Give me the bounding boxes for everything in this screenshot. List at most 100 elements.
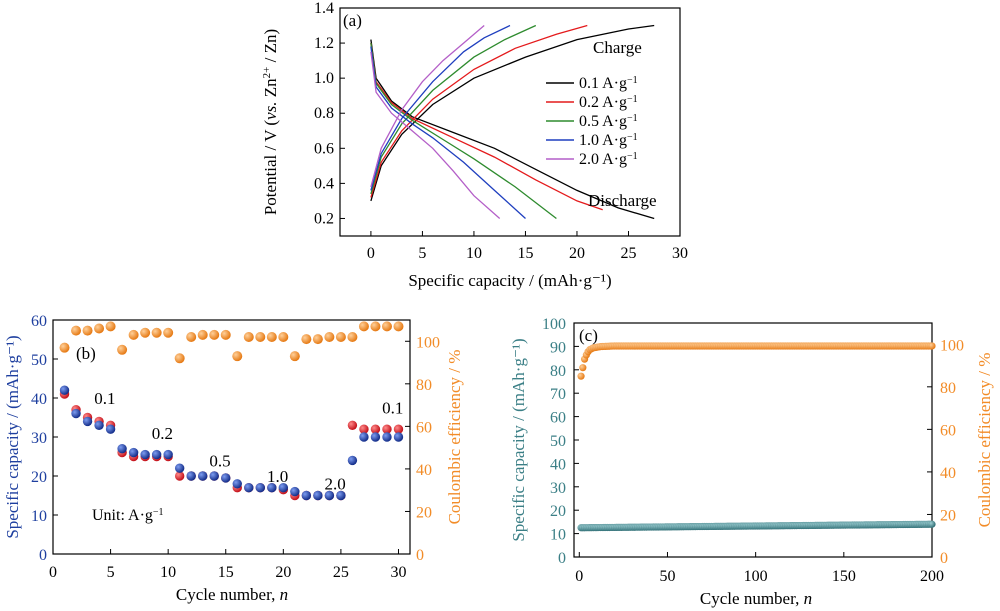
panel-a-y-tick-label: 1.4	[314, 0, 334, 17]
panel-a-y-tick-label: 0.6	[314, 140, 334, 157]
panel-b-rate-label: 0.5	[209, 451, 230, 470]
panel-b-charge-capacity-point	[128, 447, 139, 458]
panel-a-charge-curve-1.0	[370, 24, 511, 191]
panel-b-efficiency-point	[358, 321, 369, 332]
panel-a-x-tick-label: 5	[418, 245, 426, 262]
panel-c-y-right-tick-label: 100	[940, 337, 964, 354]
panel-b-efficiency-point	[347, 332, 358, 343]
panel-a-x-tick-label: 25	[620, 245, 636, 262]
panel-b-efficiency-point	[370, 321, 381, 332]
panel-b-rate-label: 0.2	[152, 424, 173, 443]
panel-b-efficiency-point	[393, 321, 404, 332]
panel-c-y-right-tick-label: 40	[940, 465, 956, 482]
panel-a-x-axis-label: Specific capacity / (mAh·g⁻¹)	[408, 271, 611, 290]
panel-a-y-axis-label: Potential / V (vs. Zn2+ / Zn)	[261, 29, 280, 215]
panel-a-legend-entry: 2.0 A·g−1	[579, 151, 638, 169]
panel-b-charge-capacity-point	[301, 490, 312, 501]
panel-b-rate-labels: 0.1 0.2 0.5 1.0 2.0 0.1	[94, 389, 403, 494]
panel-c-x-tick-label: 0	[575, 568, 583, 585]
panel-c-y-left-tick-label: 10	[550, 527, 566, 544]
panel-c: (c) 0 50 100 150 200010203040506070809010002…	[509, 316, 994, 608]
panel-b-charge-capacity-point	[59, 385, 70, 395]
panel-b-efficiency-point	[59, 342, 70, 353]
panel-c-x-tick-label: 200	[920, 568, 944, 585]
panel-b-charge-capacity-point	[232, 479, 242, 489]
panel-b-x-tick-label: 0	[49, 564, 57, 581]
panel-b-charge-capacity-point	[198, 471, 208, 481]
panel-b-charge-capacity-point	[255, 483, 265, 493]
panel-a-charge-curve-0.1	[370, 24, 655, 202]
panel-b-x-tick-label: 20	[275, 564, 291, 581]
panel-a-x-tick-label: 15	[517, 245, 533, 262]
panel-c-capacity-point	[928, 520, 936, 528]
panel-b-charge-capacity-point	[117, 444, 127, 454]
panel-b-x-tick-label: 30	[390, 564, 406, 581]
panel-b-charge-capacity-point	[163, 449, 173, 460]
panel-b-x-axis-label: Cycle number, n	[176, 585, 288, 604]
panel-c-efficiency-point	[577, 372, 585, 380]
panel-b-efficiency-point	[174, 353, 185, 364]
panel-c-y-axis-label-right: Coulombic efficiency / %	[975, 353, 994, 528]
panel-c-y-right-tick-label: 80	[940, 380, 956, 397]
panel-b-y-left-tick-label: 50	[31, 352, 47, 369]
panel-c-y-right-tick-label: 20	[940, 507, 956, 524]
panel-b-points	[59, 321, 404, 501]
panel-b-y-right-tick-label: 80	[416, 377, 432, 394]
panel-c-y-left-tick-label: 90	[550, 339, 566, 356]
panel-b-charge-capacity-point	[151, 449, 162, 460]
panel-b-charge-capacity-point	[393, 432, 404, 442]
panel-b-efficiency-point	[186, 332, 197, 343]
panel-b-charge-capacity-point	[313, 490, 323, 501]
panel-b-efficiency-point	[94, 323, 105, 334]
panel-b-efficiency-point	[209, 329, 220, 340]
panel-b-y-right-tick-label: 40	[416, 462, 432, 479]
panel-a-frame	[339, 7, 681, 237]
panel-c-x-axis-label: Cycle number, n	[700, 589, 812, 608]
panel-b-charge-capacity-point	[209, 471, 219, 481]
panel-b-y-right-tick-label: 100	[416, 334, 440, 351]
panel-b-unit-label: Unit: A·g−1	[92, 507, 164, 525]
panel-b-efficiency-point	[289, 351, 300, 362]
panel-c-y-left-tick-label: 50	[550, 433, 566, 450]
panel-a-discharge-curve-1.0	[370, 46, 526, 219]
panel-c-y-left-tick-label: 80	[550, 363, 566, 380]
panel-b-efficiency-point	[163, 327, 174, 338]
panel-b-efficiency-point	[335, 332, 346, 343]
panel-c-y-left-tick-label: 60	[550, 410, 566, 427]
panel-b-charge-capacity-point	[359, 432, 369, 442]
panel-c-ticks: 0 50 100 150 2000102030405060708090100020406…	[542, 316, 964, 585]
panel-a-discharge-curve-0.5	[370, 43, 557, 220]
panel-c-label: (c)	[579, 326, 598, 345]
panel-a-y-tick-label: 1.0	[314, 70, 334, 87]
panel-b-charge-capacity-point	[174, 463, 185, 473]
panel-b-efficiency-point	[220, 329, 231, 340]
panel-c-y-axis-label-left: Specific capacity / (mAh·g⁻¹)	[509, 338, 528, 541]
panel-b-charge-capacity-point	[267, 483, 277, 493]
panel-a-charge-curve-2.0	[370, 25, 485, 188]
panel-b-charge-capacity-point	[336, 490, 346, 501]
panel-b-efficiency-point	[255, 332, 266, 343]
panel-a-charge-curve-0.5	[370, 24, 537, 195]
panel-a-legend: 0.1 A·g−10.2 A·g−10.5 A·g−11.0 A·g−12.0 …	[546, 75, 638, 169]
panel-b-y-left-tick-label: 40	[31, 391, 47, 408]
panel-b-charge-capacity-point	[244, 483, 254, 493]
panel-b-efficiency-point	[140, 327, 151, 338]
panel-b-discharge-capacity-point	[393, 424, 404, 434]
panel-a-legend-entry: 0.2 A·g−1	[579, 94, 638, 112]
panel-b-rate-label: 0.1	[382, 399, 403, 418]
panel-b-efficiency-point	[128, 329, 139, 340]
panel-c-points	[577, 342, 936, 532]
panel-b-efficiency-point	[105, 321, 116, 332]
panel-a-discharge-curve-0.2	[370, 43, 603, 211]
panel-b-rate-label: 1.0	[267, 467, 288, 486]
panel-a-legend-entry: 1.0 A·g−1	[579, 132, 638, 150]
panel-b-discharge-capacity-point	[174, 471, 185, 481]
panel-a-discharge-annotation: Discharge	[588, 191, 657, 210]
panel-b: (b) 0 5 10 15 20 25 30 0 10 20 30 40 50 60 0 20 40 60 80 10…	[3, 313, 464, 604]
panel-b-y-left-tick-label: 60	[31, 313, 47, 330]
panel-a-x-tick-label: 20	[569, 245, 585, 262]
panel-b-x-tick-label: 10	[160, 564, 176, 581]
panel-b-charge-capacity-point	[140, 449, 150, 460]
panel-a-legend-entry: 0.1 A·g−1	[579, 75, 638, 93]
